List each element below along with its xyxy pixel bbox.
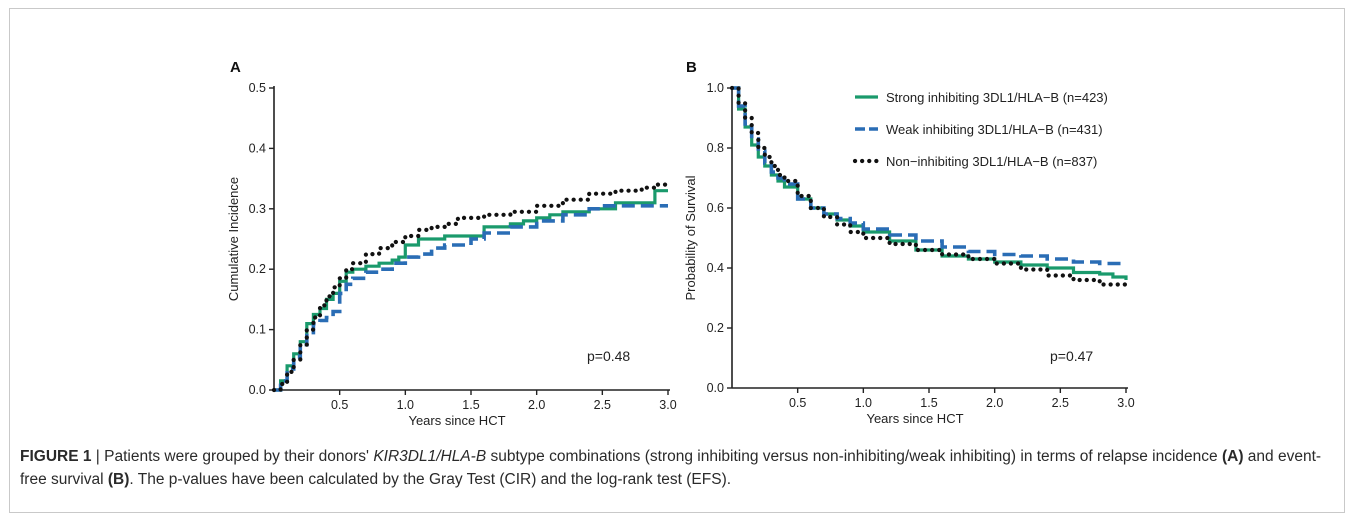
panel-a-y-tick-label: 0.4 xyxy=(249,141,266,155)
panel-a-series-non xyxy=(271,179,671,393)
panel-b-y-tick-label: 0.6 xyxy=(707,201,724,215)
panel-a-x-tick-label: 1.0 xyxy=(397,398,414,412)
panel-b-y-tick-label: 0.8 xyxy=(707,141,724,155)
panel-a-label: A xyxy=(230,59,241,76)
panel-b-series-weak xyxy=(732,86,1126,266)
panel-a-x-tick-label: 3.0 xyxy=(659,398,676,412)
panel-b-x-tick-label: 0.5 xyxy=(789,396,806,410)
figure-frame xyxy=(9,8,1345,513)
panel-b-x-tick-label: 1.5 xyxy=(920,396,937,410)
panel-a-x-tick-label: 2.5 xyxy=(594,398,611,412)
panel-b-x-tick-label: 3.0 xyxy=(1117,396,1134,410)
panel-b-label: B xyxy=(686,59,697,76)
panel-a-y-title: Cumulative Incidence xyxy=(226,177,241,301)
panel-a-x-tick-label: 1.5 xyxy=(462,398,479,412)
caption-ref-b: (B) xyxy=(107,471,130,488)
panel-a-x-title: Years since HCT xyxy=(408,413,505,428)
panel-b-x-title: Years since HCT xyxy=(866,411,963,426)
panel-b-y-title: Probability of Survival xyxy=(683,175,698,300)
panel-a-y-tick-label: 0.3 xyxy=(249,202,266,216)
panel-b-y-tick-label: 0.0 xyxy=(707,381,724,395)
panel-a-x-tick-label: 2.0 xyxy=(528,398,545,412)
panel-b-x-tick-label: 2.5 xyxy=(1052,396,1069,410)
figure-caption: FIGURE 1 | Patients were grouped by thei… xyxy=(20,445,1340,491)
panel-a-series-strong xyxy=(274,189,668,392)
panel-a-y-tick-label: 0.1 xyxy=(249,323,266,337)
legend-label: Strong inhibiting 3DL1/HLA−B (n=423) xyxy=(886,90,1108,105)
legend-label: Non−inhibiting 3DL1/HLA−B (n=837) xyxy=(886,154,1097,169)
panel-b-y-tick-label: 1.0 xyxy=(707,81,724,95)
caption-gene: KIR3DL1/HLA-B xyxy=(373,448,487,465)
panel-a-y-tick-label: 0.2 xyxy=(249,262,266,276)
panel-a-x-tick-label: 0.5 xyxy=(331,398,348,412)
panel-b-series-non xyxy=(729,85,1129,292)
legend-label: Weak inhibiting 3DL1/HLA−B (n=431) xyxy=(886,122,1103,137)
figure-label: FIGURE 1 xyxy=(20,448,92,465)
panel-b-x-tick-label: 2.0 xyxy=(986,396,1003,410)
panel-a-y-tick-label: 0.5 xyxy=(249,81,266,95)
panel-a-p-value: p=0.48 xyxy=(587,348,630,364)
caption-text-2: and event-free survival xyxy=(20,448,1322,488)
panel-b-y-tick-label: 0.2 xyxy=(707,321,724,335)
caption-text-0: | Patients were grouped by their donors' xyxy=(91,448,374,465)
panel-b-y-tick-label: 0.4 xyxy=(707,261,724,275)
caption-ref-a: (A) xyxy=(1221,448,1244,465)
panel-b-x-tick-label: 1.0 xyxy=(855,396,872,410)
panel-a-y-tick-label: 0.0 xyxy=(249,383,266,397)
panel-b-p-value: p=0.47 xyxy=(1050,348,1093,364)
caption-text-3: . The p-values have been calculated by t… xyxy=(129,471,732,488)
caption-text-1: subtype combinations (strong inhibiting … xyxy=(486,448,1222,465)
